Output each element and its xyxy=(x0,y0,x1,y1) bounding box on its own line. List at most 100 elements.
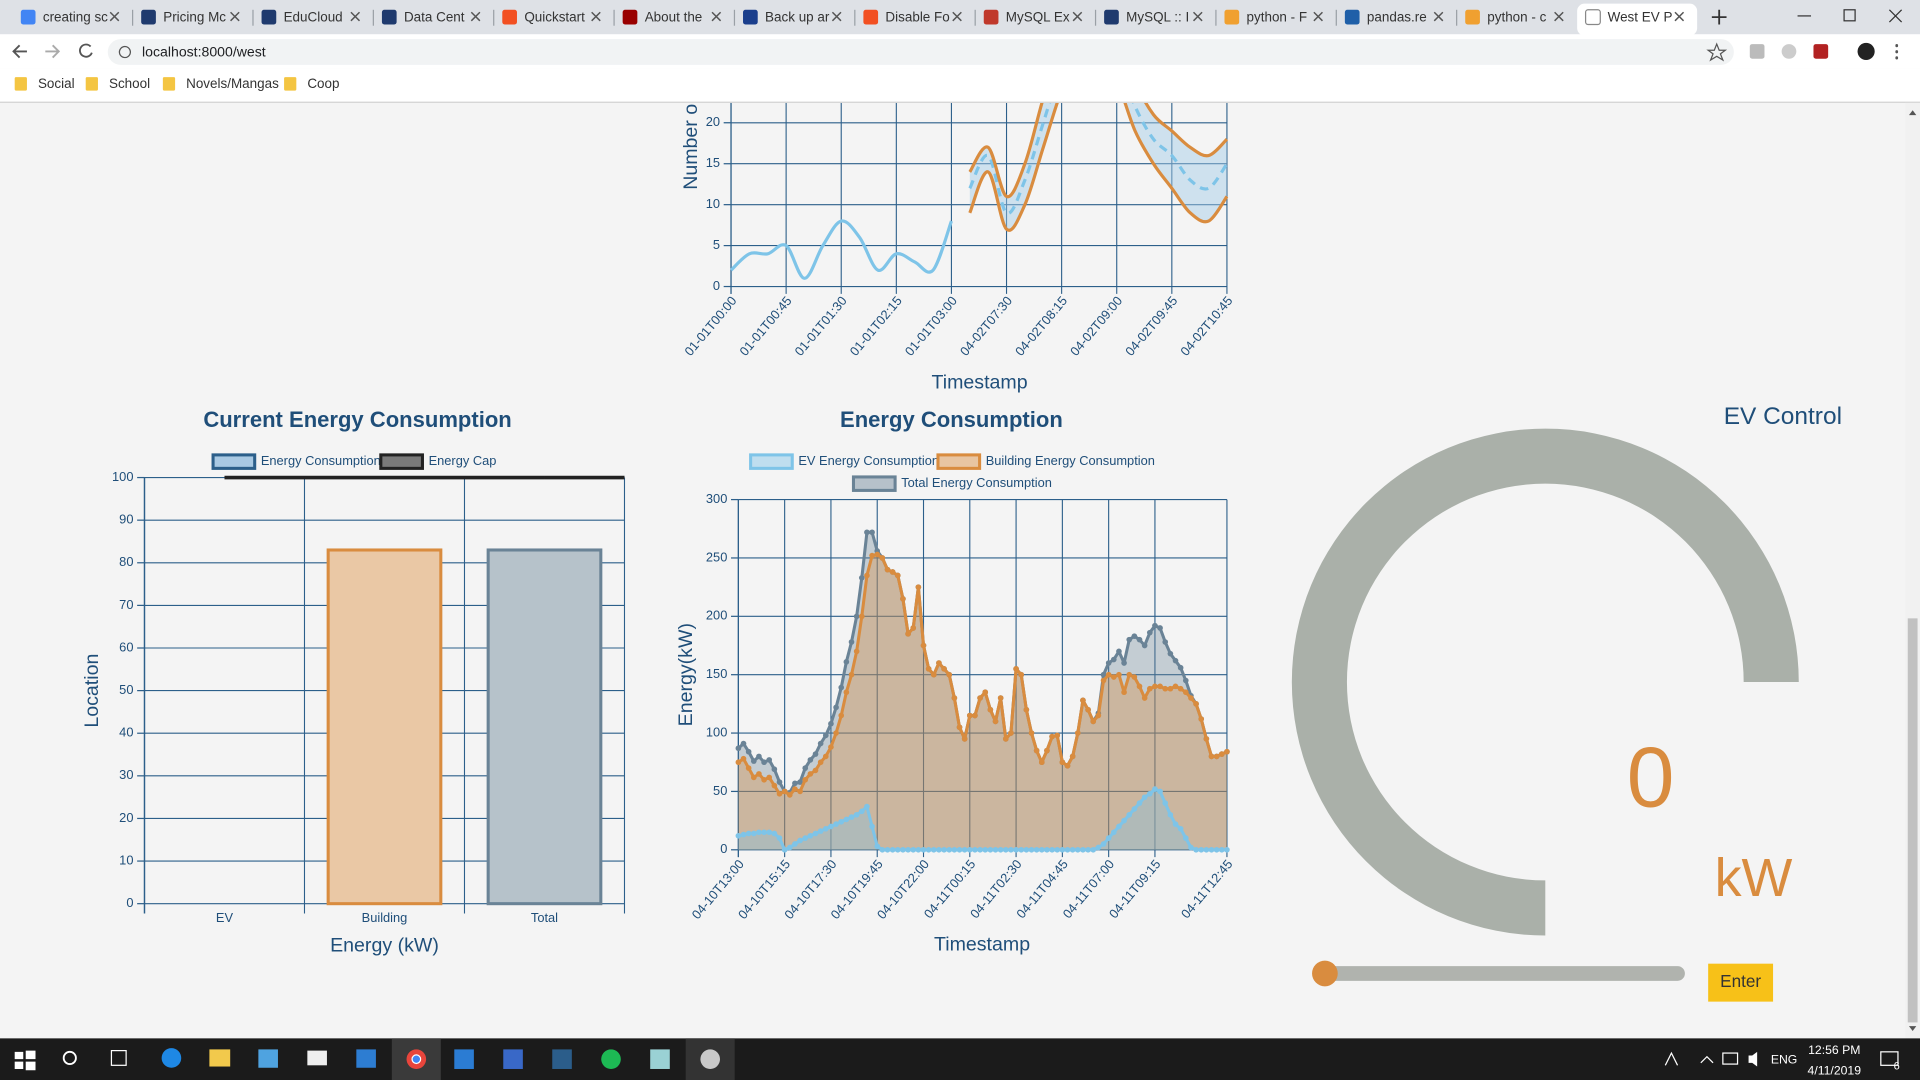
tray-chevron[interactable] xyxy=(1700,1055,1714,1064)
address-bar[interactable] xyxy=(107,39,1734,65)
data-point xyxy=(1152,786,1158,792)
taskbar-app[interactable] xyxy=(601,1049,621,1069)
data-point xyxy=(910,625,917,631)
slider-knob[interactable] xyxy=(1312,960,1338,987)
data-point xyxy=(792,841,798,847)
restore[interactable] xyxy=(1843,9,1856,22)
tray-volume[interactable] xyxy=(1748,1051,1758,1067)
legend-label: Building Energy Consumption xyxy=(986,453,1155,468)
taskbar-app[interactable] xyxy=(161,1048,182,1068)
taskbar-app[interactable] xyxy=(356,1049,376,1068)
close-window[interactable] xyxy=(1888,9,1903,23)
address-text[interactable]: localhost:8000/west xyxy=(142,43,266,59)
task-view[interactable] xyxy=(110,1050,127,1066)
data-point xyxy=(1085,846,1091,853)
data-point xyxy=(843,689,850,696)
bookmark[interactable]: Coop xyxy=(307,76,339,91)
forward-button[interactable] xyxy=(45,44,61,59)
data-point xyxy=(807,771,814,777)
tab-close[interactable] xyxy=(470,11,481,22)
tab-title[interactable]: creating sc xyxy=(43,9,108,24)
tab-close[interactable] xyxy=(109,11,120,22)
language[interactable]: ENG xyxy=(1771,1053,1798,1067)
extension-icon[interactable] xyxy=(1813,44,1829,59)
back-button[interactable] xyxy=(12,44,27,59)
extension-icon[interactable] xyxy=(1781,44,1797,59)
taskbar-app[interactable] xyxy=(307,1050,327,1066)
data-point xyxy=(966,846,973,853)
tab-close[interactable] xyxy=(350,11,361,22)
tab-title[interactable]: Quickstart xyxy=(524,9,585,24)
new-tab[interactable] xyxy=(1711,9,1727,25)
bookmark[interactable]: Novels/Mangas xyxy=(186,76,279,91)
taskbar-app[interactable] xyxy=(454,1049,474,1069)
scrollbar-thumb[interactable] xyxy=(1907,618,1918,1023)
tab-title[interactable]: Pricing Mc xyxy=(163,9,226,24)
tab-title[interactable]: West EV P xyxy=(1608,9,1673,24)
y-tick-label: 5 xyxy=(713,237,720,252)
taskbar-app[interactable] xyxy=(552,1049,572,1069)
tab-title[interactable]: Disable Fo xyxy=(885,9,949,24)
data-point xyxy=(776,835,783,841)
scroll-down[interactable] xyxy=(1908,1026,1917,1032)
start-button[interactable] xyxy=(14,1050,36,1071)
data-point xyxy=(1126,811,1133,818)
tab-title[interactable]: python - c xyxy=(1487,9,1546,24)
data-point xyxy=(941,666,947,672)
data-point xyxy=(1110,656,1117,663)
bookmark-star[interactable] xyxy=(1706,42,1728,62)
tab-close[interactable] xyxy=(1674,11,1685,22)
tab-title[interactable]: Data Cent xyxy=(404,9,465,24)
tab-close[interactable] xyxy=(1433,11,1444,22)
enter-button-label[interactable]: Enter xyxy=(1720,971,1761,991)
taskbar-app[interactable] xyxy=(650,1049,670,1069)
tab-close[interactable] xyxy=(831,11,842,22)
tab-close[interactable] xyxy=(1192,11,1203,22)
data-point xyxy=(843,659,850,665)
active-tab[interactable] xyxy=(1577,3,1698,36)
data-point xyxy=(735,832,742,839)
bookmark[interactable]: Social xyxy=(38,76,75,91)
profile-icon[interactable] xyxy=(1857,42,1875,60)
tab-icon xyxy=(261,9,277,25)
data-point xyxy=(833,730,839,736)
tabs: creating sc Pricing Mc EduCloud Data Cent Qu… xyxy=(20,9,1685,26)
tab-close[interactable] xyxy=(711,11,722,22)
taskbar-app[interactable] xyxy=(209,1049,231,1067)
tab-close[interactable] xyxy=(1072,11,1083,22)
taskbar-app[interactable] xyxy=(503,1049,523,1069)
tab-title[interactable]: MySQL :: I xyxy=(1126,9,1189,24)
data-point xyxy=(1049,846,1055,853)
tab-title[interactable]: MySQL Ex xyxy=(1006,9,1070,24)
action-center[interactable] xyxy=(1880,1051,1899,1066)
y-tick-label: 10 xyxy=(706,196,720,211)
data-point xyxy=(1059,759,1066,766)
site-info[interactable] xyxy=(118,45,132,59)
tray-icon[interactable] xyxy=(1664,1051,1679,1066)
tab-title[interactable]: About the xyxy=(645,9,703,24)
tray-network[interactable] xyxy=(1722,1052,1739,1065)
scroll-up[interactable] xyxy=(1908,110,1917,116)
tab-close[interactable] xyxy=(952,11,962,22)
tab-close[interactable] xyxy=(591,11,601,22)
tab-close[interactable] xyxy=(1313,11,1323,22)
data-point xyxy=(822,753,829,760)
bookmark[interactable]: School xyxy=(109,76,150,91)
taskbar-app[interactable] xyxy=(258,1049,278,1068)
tab-title[interactable]: python - F xyxy=(1247,9,1308,24)
taskbar-app[interactable] xyxy=(700,1049,720,1069)
tab-title[interactable]: EduCloud xyxy=(284,9,343,24)
clock-date[interactable]: 4/11/2019 xyxy=(1808,1064,1862,1078)
clock-time[interactable]: 12:56 PM xyxy=(1808,1043,1860,1057)
data-point xyxy=(761,829,767,836)
tab-title[interactable]: pandas.re xyxy=(1367,9,1427,24)
extension-icon[interactable] xyxy=(1749,44,1765,59)
tab-title[interactable]: Back up ar xyxy=(765,9,830,24)
data-point xyxy=(1141,695,1148,701)
search-button[interactable] xyxy=(62,1050,77,1065)
reload-button[interactable] xyxy=(79,43,93,58)
tab-close[interactable] xyxy=(1554,11,1564,22)
data-point xyxy=(951,695,958,701)
tab-close[interactable] xyxy=(230,11,240,22)
enter-button[interactable] xyxy=(1708,963,1774,1002)
